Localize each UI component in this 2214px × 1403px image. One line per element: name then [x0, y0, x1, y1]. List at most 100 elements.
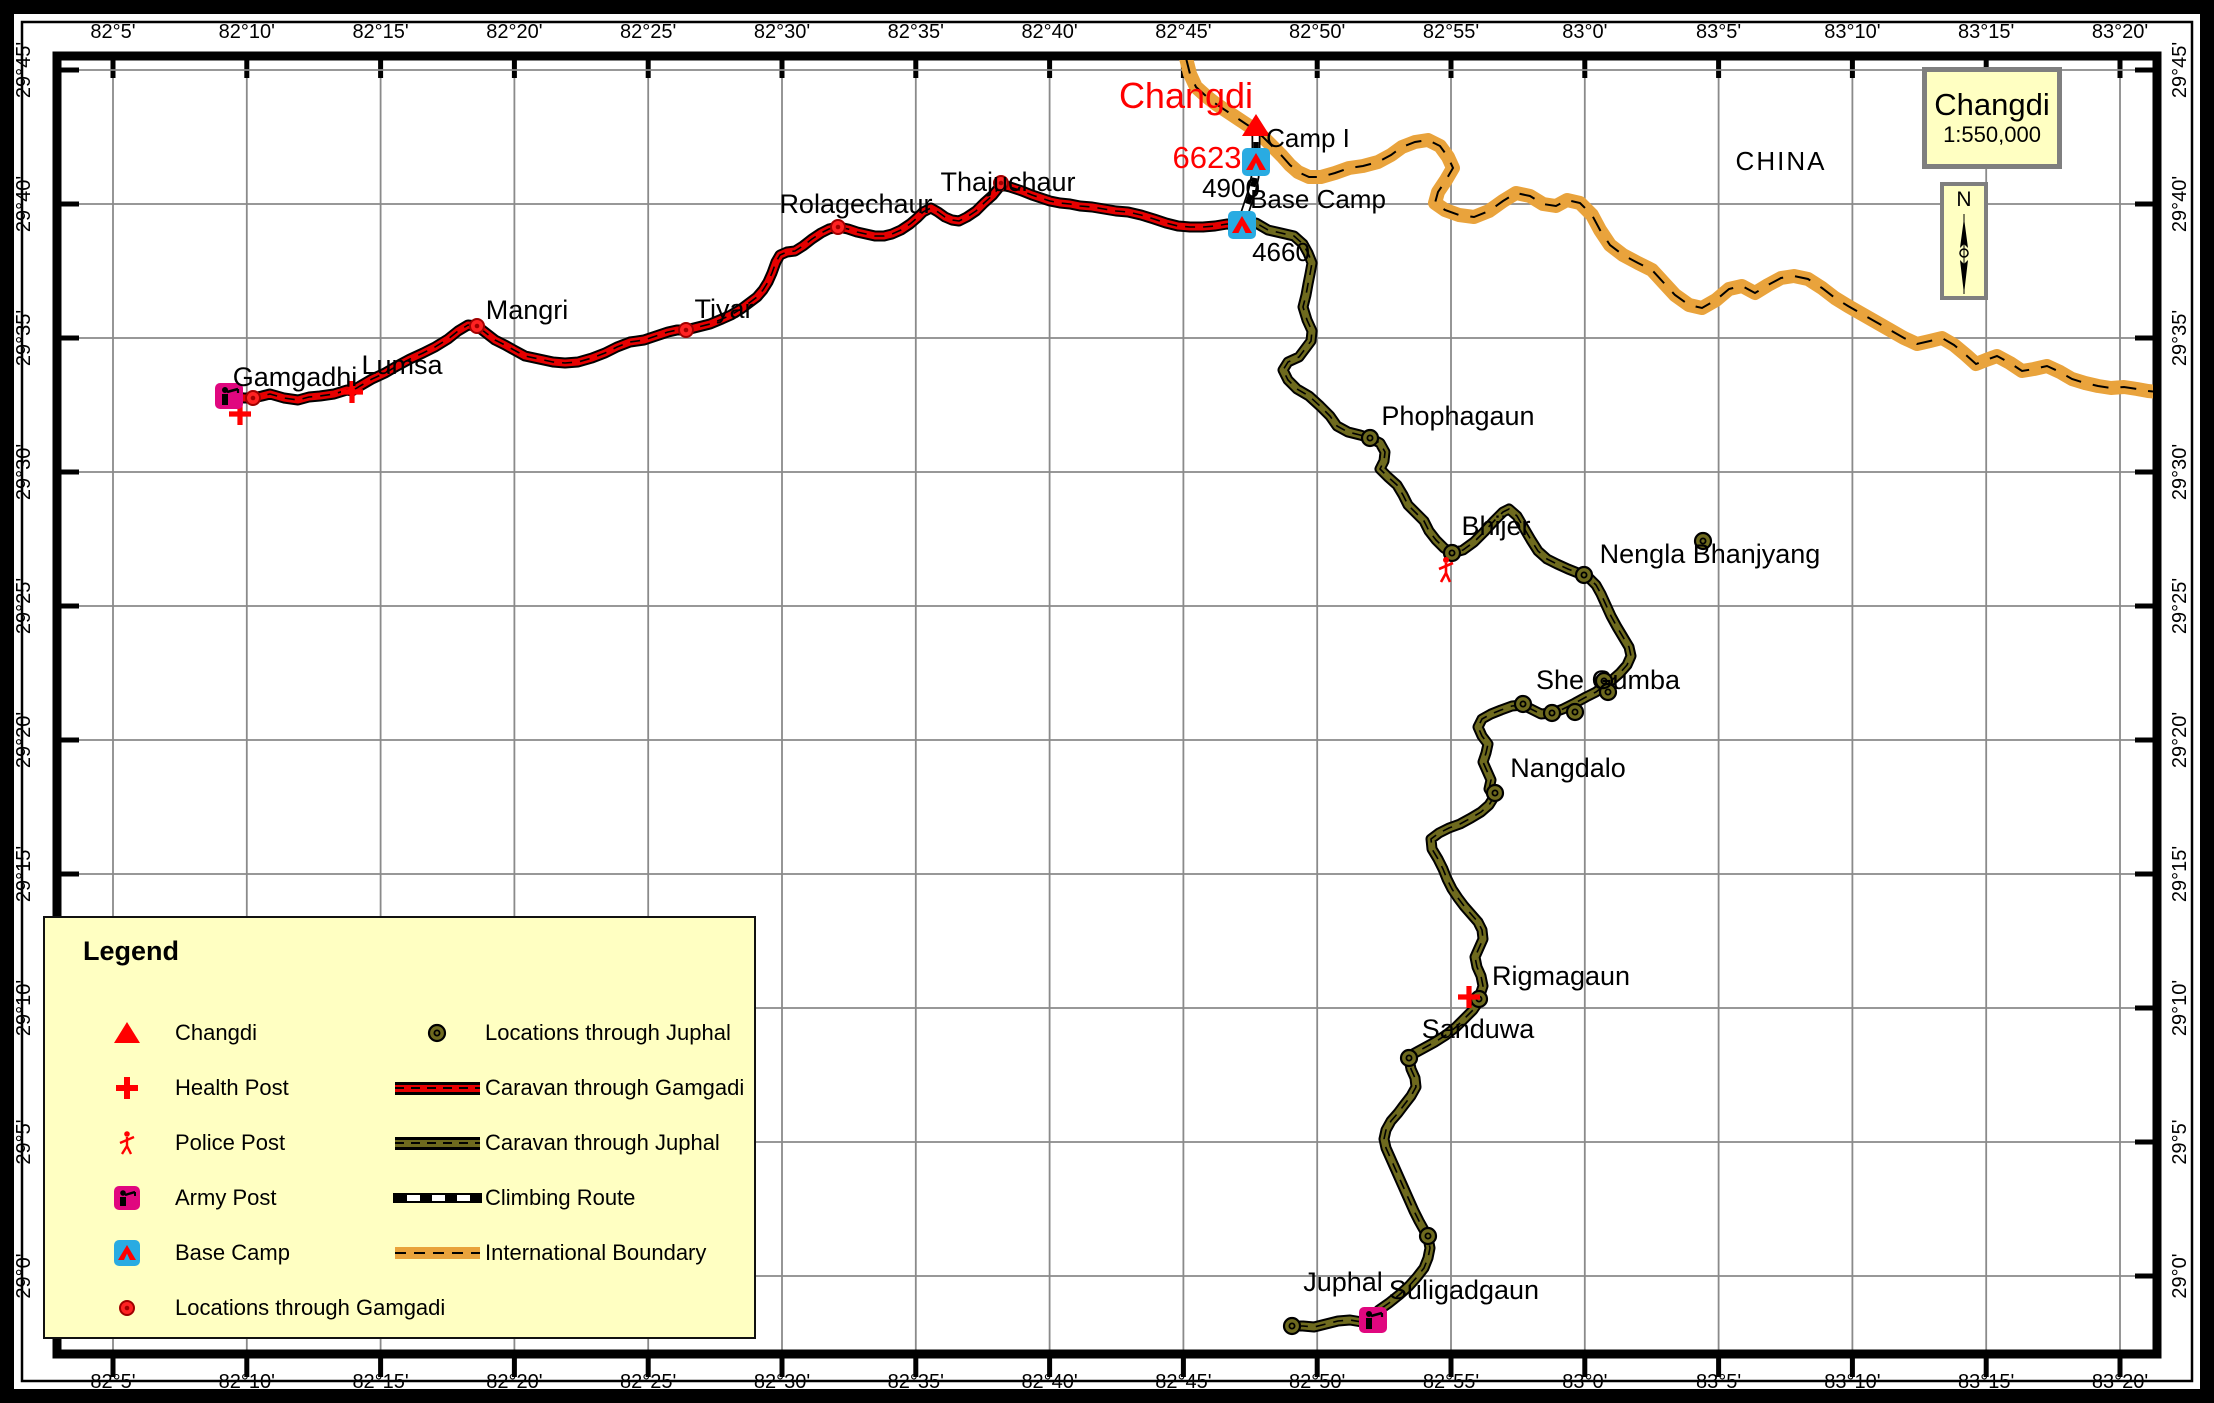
axis-label-left: 29°10'	[13, 980, 35, 1036]
location-juphal-dot-center	[1580, 571, 1588, 579]
axis-label-bottom: 83°0'	[1562, 1371, 1607, 1393]
axis-label-bottom: 82°40'	[1021, 1371, 1077, 1393]
legend-item-army-post: Army Post	[80, 1178, 276, 1218]
health-post-icon	[341, 381, 363, 403]
location-juphal-dot-center	[1288, 1322, 1296, 1330]
location-juphal-dot-center	[1571, 708, 1579, 716]
location-juphal-dot	[1282, 1316, 1302, 1336]
place-label: Sanduwa	[1422, 1014, 1536, 1044]
route-gamgadi-icon	[395, 1081, 480, 1095]
axis-label-left: 29°15'	[13, 846, 35, 902]
camp-label: 4900	[1202, 173, 1260, 203]
location-juphal-dot-center	[1519, 700, 1527, 708]
map-scale: 1:550,000	[1943, 122, 2041, 147]
camp-label: Camp I	[1266, 123, 1350, 153]
axis-label-right: 29°45'	[2169, 42, 2191, 98]
axis-label-left: 29°20'	[13, 712, 35, 768]
route-centerline	[231, 184, 1243, 401]
legend-label: Health Post	[175, 1075, 289, 1100]
china-label: CHINA	[1736, 146, 1827, 176]
axis-label-right: 29°15'	[2169, 846, 2191, 902]
health-post-icon	[229, 403, 251, 425]
legend-item-route-juphal: Caravan through Juphal	[390, 1123, 720, 1163]
legend-item-climbing-route: Climbing Route	[390, 1178, 635, 1218]
peak-name-label: Changdi	[1119, 75, 1253, 116]
international-boundary-dash	[1185, 60, 2153, 393]
north-arrow-box: N	[1940, 182, 1988, 300]
axis-label-bottom: 83°15'	[1958, 1371, 2014, 1393]
axis-label-top: 82°50'	[1289, 21, 1345, 43]
location-juphal-dot	[1542, 703, 1562, 723]
climbing-route-icon	[393, 1193, 482, 1203]
legend-item-route-gamgadi: Caravan through Gamgadi	[390, 1068, 744, 1108]
axis-label-bottom: 83°10'	[1824, 1371, 1880, 1393]
legend-item-international-boundary: International Boundary	[390, 1233, 706, 1273]
axis-label-top: 83°15'	[1958, 21, 2014, 43]
axis-label-bottom: 82°45'	[1155, 1371, 1211, 1393]
legend-label: Locations through Gamgadi	[175, 1295, 446, 1320]
camp-label: 4660	[1252, 237, 1310, 267]
health-post-icon	[1458, 986, 1480, 1008]
base-camp-icon	[1228, 211, 1256, 239]
legend-item-location-juphal: Locations through Juphal	[390, 1013, 731, 1053]
legend-label: Army Post	[175, 1185, 277, 1210]
axis-label-right: 29°40'	[2169, 176, 2191, 232]
location-juphal-dot	[1693, 531, 1713, 551]
place-label: Juphal	[1303, 1267, 1383, 1297]
army-post-icon	[114, 1186, 140, 1210]
place-label: Phophagaun	[1381, 401, 1534, 431]
axis-label-bottom: 82°50'	[1289, 1371, 1345, 1393]
location-juphal-dot	[1598, 682, 1618, 702]
axis-label-top: 82°35'	[888, 21, 944, 43]
axis-label-left: 29°5'	[13, 1119, 35, 1164]
base-camp-icon	[1242, 148, 1270, 176]
location-juphal-dot-center	[1366, 434, 1374, 442]
axis-label-top: 82°40'	[1021, 21, 1077, 43]
changdi-peak-icon	[1242, 114, 1270, 136]
legend-item-changdi-peak: Changdi	[80, 1013, 257, 1053]
axis-label-bottom: 82°15'	[352, 1371, 408, 1393]
location-juphal-dot-center	[1424, 1232, 1432, 1240]
location-gamgadi-icon	[119, 1300, 135, 1316]
camp-label: Base Camp	[1250, 184, 1386, 214]
axis-label-bottom: 82°10'	[219, 1371, 275, 1393]
location-juphal-dot	[1360, 428, 1380, 448]
international-boundary-icon	[395, 1247, 480, 1259]
axis-label-bottom: 82°25'	[620, 1371, 676, 1393]
axis-label-top: 82°10'	[219, 21, 275, 43]
axis-label-top: 83°20'	[2092, 21, 2148, 43]
north-label: N	[1956, 188, 1972, 211]
axis-label-top: 82°25'	[620, 21, 676, 43]
axis-label-bottom: 82°55'	[1423, 1371, 1479, 1393]
base-camp-icon	[114, 1240, 140, 1266]
place-label: Rigmagaun	[1492, 961, 1630, 991]
changdi-peak-icon	[114, 1022, 140, 1043]
axis-label-bottom: 82°5'	[90, 1371, 135, 1393]
legend-label: Caravan through Gamgadi	[485, 1075, 745, 1100]
map-title-box: Changdi 1:550,000	[1922, 67, 2062, 169]
axis-label-top: 82°5'	[90, 21, 135, 43]
location-gamgadi-dot-center	[998, 180, 1004, 186]
location-juphal-dot-center	[1600, 677, 1608, 685]
climbing-route-dash	[1239, 131, 1259, 222]
place-label: Bhijer	[1461, 511, 1530, 541]
map-frame	[52, 51, 2162, 1359]
legend-item-health-post: Health Post	[80, 1068, 289, 1108]
map-title: Changdi	[1934, 87, 2050, 122]
axis-label-top: 82°45'	[1155, 21, 1211, 43]
axis-label-left: 29°0'	[13, 1253, 35, 1298]
legend-label: Locations through Juphal	[485, 1020, 731, 1045]
place-label: Nangdalo	[1510, 753, 1626, 783]
location-juphal-dot-center	[1491, 789, 1499, 797]
legend-item-police-post: Police Post	[80, 1123, 285, 1163]
location-juphal-dot-center	[1548, 709, 1556, 717]
axis-label-top: 82°30'	[754, 21, 810, 43]
location-juphal-dot-center	[1405, 1054, 1413, 1062]
axis-label-left: 29°45'	[13, 42, 35, 98]
legend-label: Base Camp	[175, 1240, 290, 1265]
location-juphal-dot	[1574, 565, 1594, 585]
axis-label-top: 83°5'	[1696, 21, 1741, 43]
axis-label-top: 82°15'	[352, 21, 408, 43]
army-post-icon	[1359, 1307, 1387, 1333]
